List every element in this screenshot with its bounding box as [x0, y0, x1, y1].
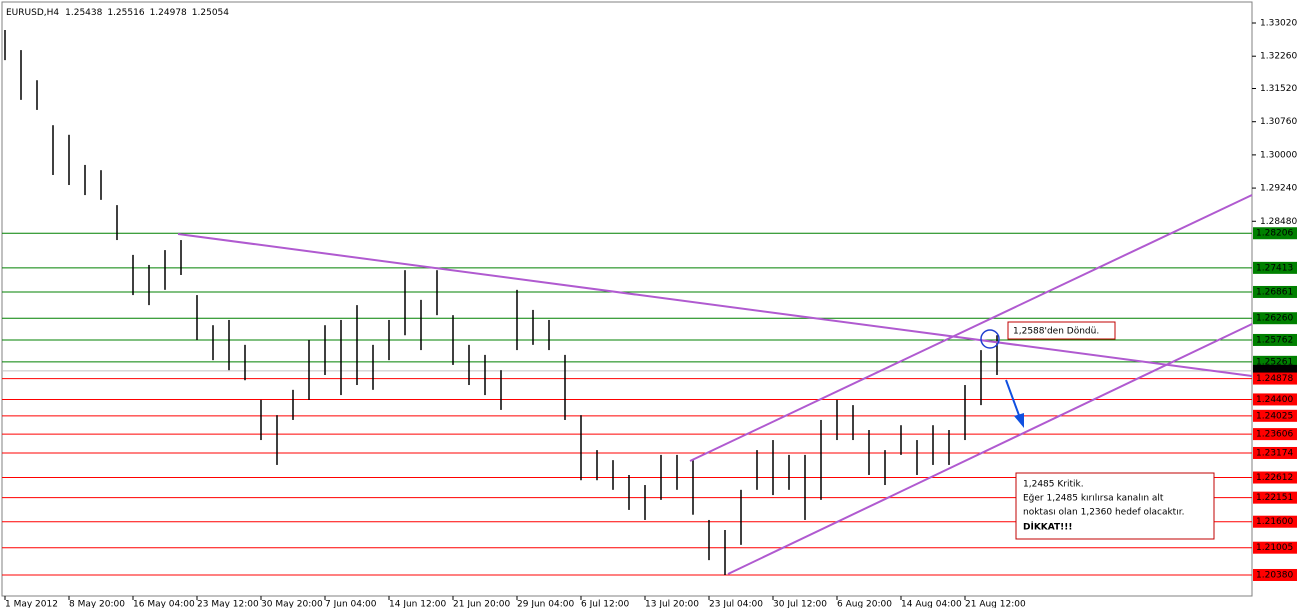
x-tick-label: 1 May 2012 [5, 600, 58, 608]
x-tick-label: 13 Jul 20:00 [645, 600, 699, 608]
x-tick-label: 8 May 20:00 [69, 600, 125, 608]
level-label: 1.21600 [1256, 517, 1293, 527]
level-box [1253, 393, 1297, 406]
x-tick-label: 30 Jul 12:00 [773, 600, 827, 608]
level-box [1253, 312, 1297, 325]
x-tick-label: 14 Aug 04:00 [901, 600, 962, 608]
levels: 1.28206 1.27413 1.26861 1.26260 1.25762 1.252… [2, 227, 1297, 581]
y-tick-label: 1.30000 [1260, 150, 1297, 160]
y-tick-label: 1.31520 [1260, 84, 1297, 94]
x-tick-label: 30 May 20:00 [261, 600, 323, 608]
level-label: 1.24400 [1256, 395, 1293, 405]
level-label: 1.20380 [1256, 570, 1293, 580]
quote-open: 1.25438 [65, 8, 102, 18]
note-line: noktası olan 1,2360 hedef olacaktır. [1023, 508, 1184, 518]
level-box [1253, 541, 1297, 554]
channel-lower [727, 323, 1253, 575]
level-label: 1.26861 [1256, 287, 1293, 297]
x-tick-label: 7 Jun 04:00 [325, 600, 377, 608]
channel-upper [689, 194, 1253, 462]
highlight-circle [980, 329, 1000, 349]
arrow-shaft [1005, 379, 1021, 419]
annotation-box [1007, 321, 1116, 340]
level-box [1253, 409, 1297, 422]
trend-lines [177, 194, 1253, 575]
x-tick-label: 6 Aug 20:00 [837, 600, 892, 608]
level-label: 1.22151 [1256, 493, 1293, 503]
x-tick-label: 29 Jun 04:00 [517, 600, 574, 608]
level-box [1253, 372, 1297, 385]
x-tick-label: 14 Jun 12:00 [389, 600, 446, 608]
note-line: 1,2485 Kritik. [1023, 480, 1084, 490]
y-tick-label: 1.28480 [1260, 217, 1297, 227]
y-tick-label: 1.30760 [1260, 117, 1297, 127]
level-label: 1.25762 [1256, 335, 1293, 345]
level-label: 1.25054 [1256, 366, 1293, 376]
note-line: DİKKAT!!! [1023, 522, 1073, 533]
y-tick-label: 1.33020 [1260, 19, 1297, 29]
y-tick-label: 1.29240 [1260, 184, 1297, 194]
x-tick-label: 21 Jun 20:00 [453, 600, 510, 608]
x-tick-label: 23 Jul 04:00 [709, 600, 763, 608]
level-box [1253, 285, 1297, 298]
y-tick-label: 1.32260 [1260, 52, 1297, 62]
level-box [1253, 227, 1297, 240]
level-box [1253, 446, 1297, 459]
level-label: 1.22612 [1256, 473, 1293, 483]
level-label: 1.26260 [1256, 314, 1293, 324]
annotation: 1,2588'den Döndü. [1013, 327, 1099, 337]
quote-low: 1.24978 [150, 8, 187, 18]
level-label: 1.24025 [1256, 411, 1293, 421]
level-label: 1.28206 [1256, 229, 1293, 239]
x-tick-label: 21 Aug 12:00 [965, 600, 1026, 608]
level-box [1253, 515, 1297, 528]
level-box [1253, 491, 1297, 504]
level-label: 1.25261 [1256, 357, 1293, 367]
symbol: EURUSD,H4 [6, 8, 59, 18]
level-label: 1.27413 [1256, 263, 1293, 273]
bars [4, 30, 998, 575]
level-label: 1.23606 [1256, 430, 1293, 440]
trend-line [177, 233, 1253, 377]
quote-close: 1.25054 [192, 8, 229, 18]
level-box [1253, 261, 1297, 274]
level-box [1253, 355, 1297, 368]
chart-header: EURUSD,H4 1.25438 1.25516 1.24978 1.25054 [6, 8, 229, 18]
x-tick-label: 6 Jul 12:00 [581, 600, 630, 608]
level-label: 1.21005 [1256, 543, 1293, 553]
x-tick-label: 23 May 12:00 [197, 600, 259, 608]
arrow-head [1014, 413, 1024, 428]
level-box [1253, 471, 1297, 484]
level-label: 1.24878 [1256, 374, 1293, 384]
level-box [1253, 568, 1297, 581]
note-line: Eğer 1,2485 kırılırsa kanalın alt [1023, 494, 1164, 504]
level-label: 1.23174 [1256, 448, 1293, 458]
x-tick-label: 16 May 04:00 [133, 600, 195, 608]
note-box [1015, 472, 1215, 540]
quote-high: 1.25516 [107, 8, 144, 18]
level-box [1253, 333, 1297, 346]
level-box [1253, 428, 1297, 441]
